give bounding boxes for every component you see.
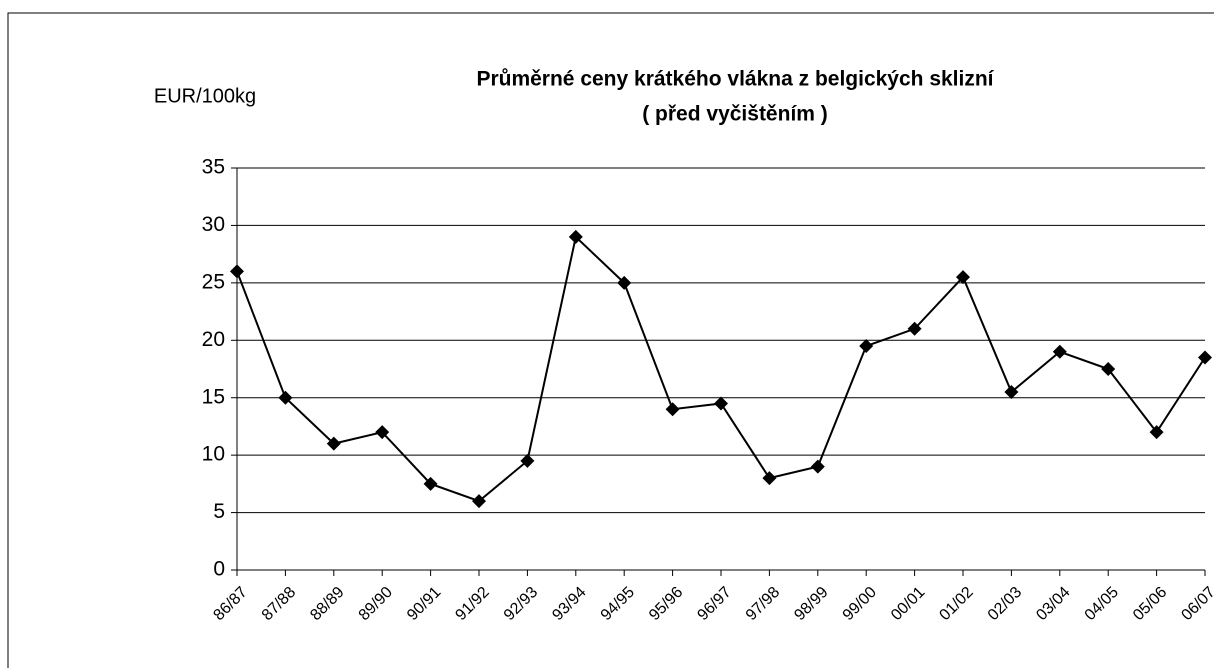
y-tick-label: 35 (202, 156, 225, 179)
y-tick-label: 10 (202, 443, 225, 466)
y-tick-label: 5 (213, 500, 225, 523)
chart-title: Průměrné ceny krátkého vlákna z belgický… (476, 68, 994, 91)
marker (617, 275, 632, 290)
marker (762, 471, 777, 486)
marker (230, 264, 244, 279)
marker (326, 436, 341, 451)
marker (1101, 362, 1116, 376)
marker (907, 321, 922, 336)
y-tick-label: 25 (202, 270, 225, 293)
y-axis-label: EUR/100kg (154, 85, 256, 107)
marker (1149, 425, 1164, 440)
y-tick-label: 20 (202, 328, 225, 351)
marker (278, 390, 293, 405)
marker (859, 339, 874, 354)
marker (810, 459, 825, 474)
y-tick-label: 30 (202, 213, 225, 236)
marker (472, 494, 486, 509)
marker (714, 396, 728, 411)
marker (665, 402, 680, 417)
marker (568, 229, 583, 244)
marker (520, 453, 535, 468)
marker (423, 476, 438, 491)
chart-subtitle: ( před vyčištěním ) (642, 103, 828, 126)
y-tick-label: 0 (213, 558, 225, 581)
marker (375, 425, 390, 440)
marker (956, 270, 970, 285)
marker (1004, 384, 1019, 399)
y-tick-label: 15 (202, 385, 225, 408)
marker (1052, 344, 1067, 359)
marker (1198, 350, 1212, 365)
